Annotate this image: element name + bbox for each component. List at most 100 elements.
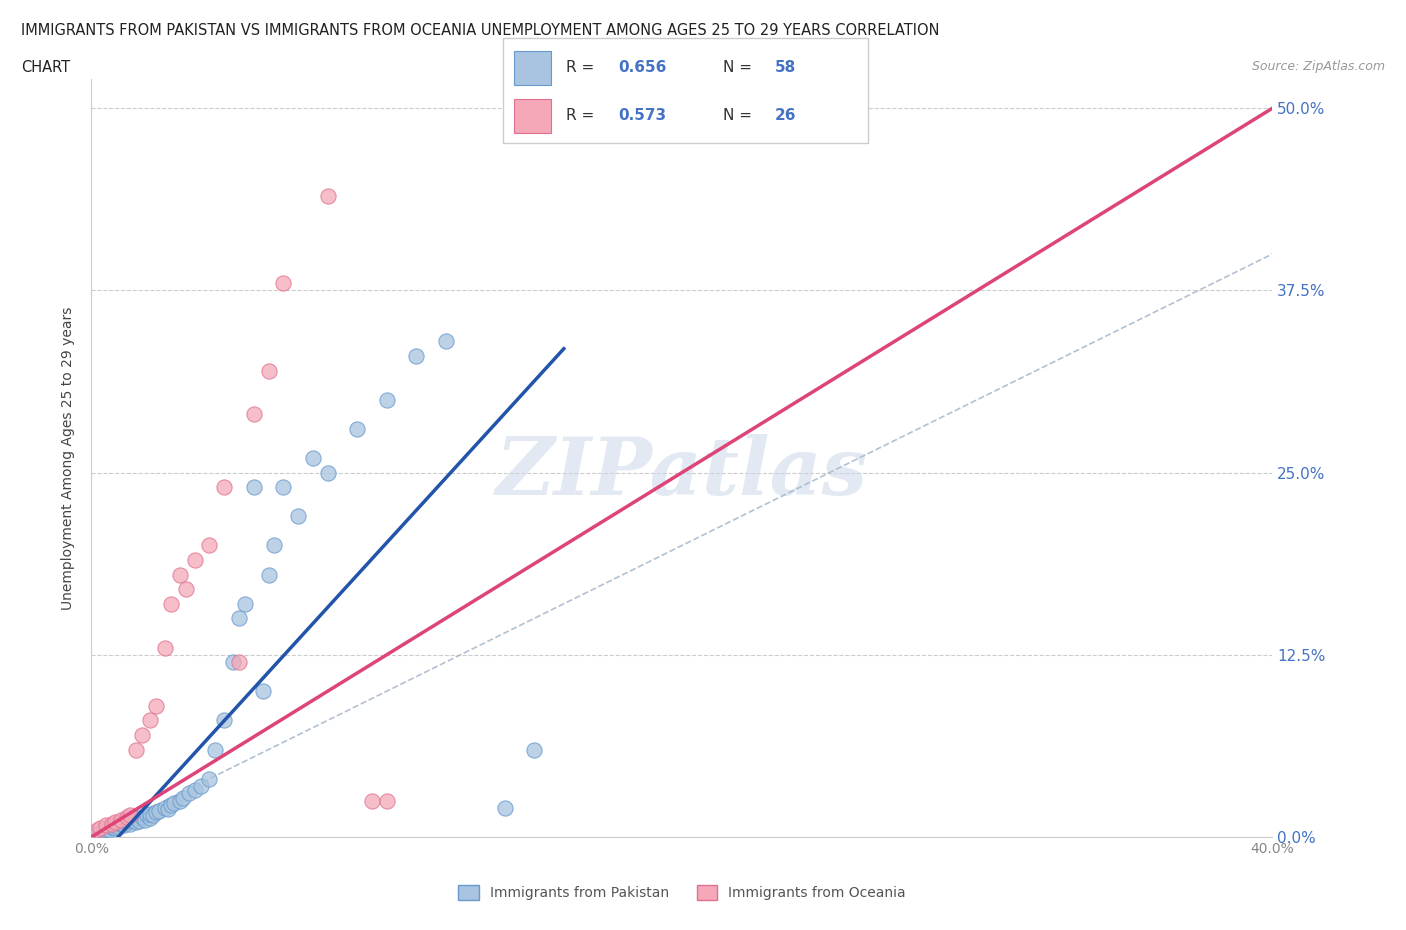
Text: R =: R = (567, 108, 599, 123)
Point (228, 655, 250, 670)
Text: N =: N = (723, 108, 756, 123)
Point (107, 819, 129, 834)
Point (233, 596, 256, 611)
Point (157, 802, 180, 817)
Text: 0.656: 0.656 (619, 60, 666, 74)
Point (89, 825, 111, 840)
Point (118, 807, 141, 822)
Point (104, 815, 127, 830)
Point (228, 611, 250, 626)
FancyBboxPatch shape (515, 100, 551, 134)
Point (263, 538, 285, 553)
Point (110, 812, 132, 827)
Point (104, 821, 127, 836)
Point (273, 480, 295, 495)
Point (523, 742, 546, 757)
Point (131, 727, 153, 742)
Point (177, 786, 200, 801)
Text: ZIPatlas: ZIPatlas (496, 434, 868, 512)
Point (160, 798, 183, 813)
Point (104, 817, 127, 832)
Point (169, 567, 191, 582)
Point (222, 655, 245, 670)
Point (98, 822, 121, 837)
Point (124, 815, 148, 830)
Text: 26: 26 (775, 108, 796, 123)
Point (273, 275, 295, 290)
Point (316, 465, 339, 480)
Point (131, 809, 153, 824)
Point (110, 815, 132, 830)
Point (118, 817, 141, 831)
Point (214, 480, 236, 495)
Point (316, 188, 339, 203)
Point (360, 793, 382, 808)
Legend: Immigrants from Pakistan, Immigrants from Oceania: Immigrants from Pakistan, Immigrants fro… (453, 880, 911, 906)
Point (243, 406, 266, 421)
FancyBboxPatch shape (503, 38, 868, 143)
Point (198, 538, 221, 553)
Point (139, 806, 162, 821)
Point (96, 822, 118, 837)
Point (214, 713, 236, 728)
Point (163, 796, 186, 811)
Point (115, 809, 138, 824)
Point (128, 814, 150, 829)
Point (257, 567, 280, 582)
Text: CHART: CHART (21, 60, 70, 75)
Point (101, 817, 124, 831)
Point (136, 807, 159, 822)
Point (153, 801, 177, 816)
Point (134, 812, 156, 827)
Point (142, 807, 165, 822)
Point (112, 817, 135, 832)
Point (169, 793, 191, 808)
Point (115, 815, 138, 830)
Point (153, 640, 177, 655)
Point (160, 596, 183, 611)
Point (86, 822, 108, 837)
Point (110, 817, 132, 831)
Point (252, 684, 274, 698)
Point (89, 821, 111, 836)
FancyBboxPatch shape (515, 51, 551, 86)
Point (183, 783, 207, 798)
Point (375, 392, 398, 407)
Point (91, 824, 114, 839)
Y-axis label: Unemployment Among Ages 25 to 29 years: Unemployment Among Ages 25 to 29 years (62, 306, 76, 610)
Point (139, 811, 162, 826)
Point (124, 811, 148, 826)
Point (257, 363, 280, 378)
Point (139, 713, 162, 728)
Point (172, 790, 194, 805)
Point (287, 509, 309, 524)
Point (86, 827, 108, 842)
Point (101, 819, 124, 834)
Text: N =: N = (723, 60, 756, 74)
Point (124, 742, 148, 757)
Text: IMMIGRANTS FROM PAKISTAN VS IMMIGRANTS FROM OCEANIA UNEMPLOYMENT AMONG AGES 25 T: IMMIGRANTS FROM PAKISTAN VS IMMIGRANTS F… (21, 23, 939, 38)
Text: R =: R = (567, 60, 599, 74)
Point (118, 814, 141, 829)
Point (434, 334, 457, 349)
Point (145, 698, 167, 713)
Point (243, 480, 266, 495)
Point (301, 451, 323, 466)
Point (346, 421, 368, 436)
Point (198, 771, 221, 786)
Point (121, 812, 143, 827)
Text: 0.573: 0.573 (619, 108, 666, 123)
Point (204, 742, 226, 757)
Text: Source: ZipAtlas.com: Source: ZipAtlas.com (1251, 60, 1385, 73)
Point (174, 582, 197, 597)
Point (375, 793, 398, 808)
Point (96, 817, 118, 832)
Point (145, 804, 167, 819)
Point (494, 801, 516, 816)
Point (148, 804, 170, 818)
Point (96, 821, 118, 836)
Point (183, 552, 207, 567)
Point (190, 778, 212, 793)
Point (405, 349, 427, 364)
Point (83, 828, 105, 843)
